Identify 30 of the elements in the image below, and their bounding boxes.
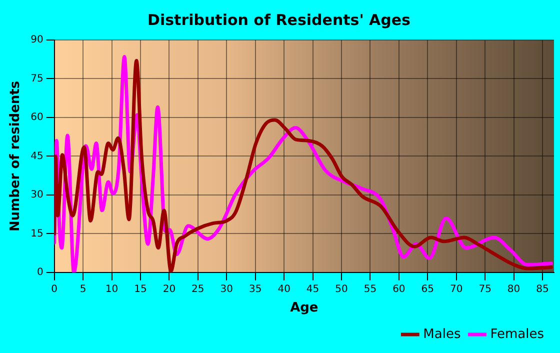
x-tick-label: 25: [192, 284, 204, 295]
x-tick-label: 20: [162, 284, 176, 295]
x-tick-label: 10: [105, 284, 118, 295]
x-tick-label: 70: [450, 284, 463, 295]
y-axis-title: Number of residents: [8, 80, 24, 232]
x-tick-label: 80: [507, 284, 520, 295]
legend-label: Females: [490, 326, 544, 342]
x-tick-label: 5: [80, 284, 86, 295]
x-tick-label: 0: [51, 284, 58, 295]
x-tick-label: 60: [392, 284, 406, 295]
x-tick-label: 30: [220, 284, 233, 295]
x-tick-label: 55: [364, 284, 377, 295]
y-tick-label: 15: [30, 228, 44, 240]
y-tick-label: 75: [30, 73, 44, 84]
y-tick-label: 0: [36, 266, 44, 278]
x-axis-title: Age: [290, 300, 318, 316]
x-tick-label: 75: [478, 284, 492, 295]
x-tick-label: 65: [421, 284, 434, 295]
y-tick-label: 60: [30, 112, 44, 124]
x-tick-label: 40: [278, 284, 290, 295]
x-tick-label: 35: [248, 284, 262, 295]
y-tick-label: 30: [30, 190, 44, 201]
legend-label: Males: [423, 326, 461, 342]
x-tick-label: 50: [335, 284, 348, 295]
x-tick-label: 15: [134, 284, 147, 295]
chart-title: Distribution of Residents' Ages: [148, 10, 411, 29]
y-tick-label: 45: [30, 150, 44, 162]
x-tick-label: 85: [536, 284, 549, 295]
y-tick-label: 90: [30, 34, 44, 46]
x-tick-label: 45: [306, 284, 320, 295]
